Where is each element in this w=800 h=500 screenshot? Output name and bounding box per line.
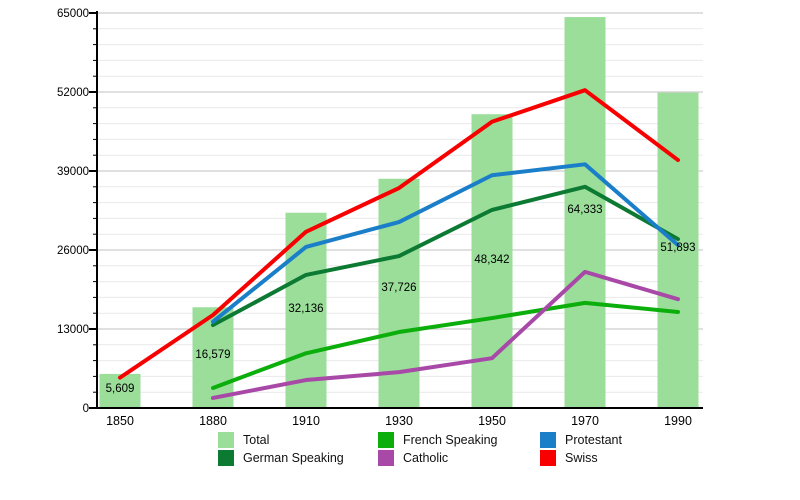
legend-swatch [218, 432, 234, 448]
x-axis-label: 1970 [571, 414, 599, 428]
legend-swatch [218, 450, 234, 466]
series-line-swiss [118, 88, 680, 380]
series-line-german-speaking [211, 184, 680, 328]
legend-item-french-speaking: French Speaking [378, 432, 498, 448]
legend-item-swiss: Swiss [540, 450, 598, 466]
y-axis-label: 52000 [57, 87, 89, 99]
legend-swatch [540, 450, 556, 466]
total-bar [564, 17, 606, 408]
x-axis-label: 1850 [106, 414, 134, 428]
y-axis-label: 26000 [57, 245, 89, 257]
legend-label: German Speaking [243, 451, 344, 465]
series-line-french-speaking [211, 300, 680, 390]
legend-item-total: Total [218, 432, 269, 448]
bar-value-label: 48,342 [474, 254, 509, 266]
legend-swatch [540, 432, 556, 448]
y-axis-label: 39000 [57, 166, 89, 178]
bar-value-label: 64,333 [567, 204, 602, 216]
x-axis-label: 1950 [478, 414, 506, 428]
y-axis-label: 13000 [57, 324, 89, 336]
legend-label: French Speaking [403, 433, 498, 447]
bar-value-label: 5,609 [106, 383, 135, 395]
legend-swatch [378, 432, 394, 448]
bar-value-label: 51,893 [660, 242, 695, 254]
x-axis-label: 1910 [292, 414, 320, 428]
legend-label: Swiss [565, 451, 598, 465]
legend-item-catholic: Catholic [378, 450, 448, 466]
legend-label: Protestant [565, 433, 622, 447]
series-line-protestant [211, 162, 680, 324]
legend-label: Catholic [403, 451, 449, 465]
bar-value-label: 37,726 [381, 282, 416, 294]
x-axis-label: 1880 [199, 414, 227, 428]
legend-item-german-speaking: German Speaking [218, 450, 344, 466]
total-bar [657, 92, 699, 408]
y-axis-label: 65000 [57, 8, 89, 20]
x-axis-label: 1930 [385, 414, 413, 428]
legend-label: Total [243, 433, 270, 447]
bar-value-label: 16,579 [195, 349, 230, 361]
x-axis-label: 1990 [664, 414, 692, 428]
y-axis-label: 0 [83, 403, 89, 415]
legend-swatch [378, 450, 394, 466]
legend-item-protestant: Protestant [540, 432, 622, 448]
bar-value-label: 32,136 [288, 303, 323, 315]
series-line-catholic [211, 269, 680, 400]
